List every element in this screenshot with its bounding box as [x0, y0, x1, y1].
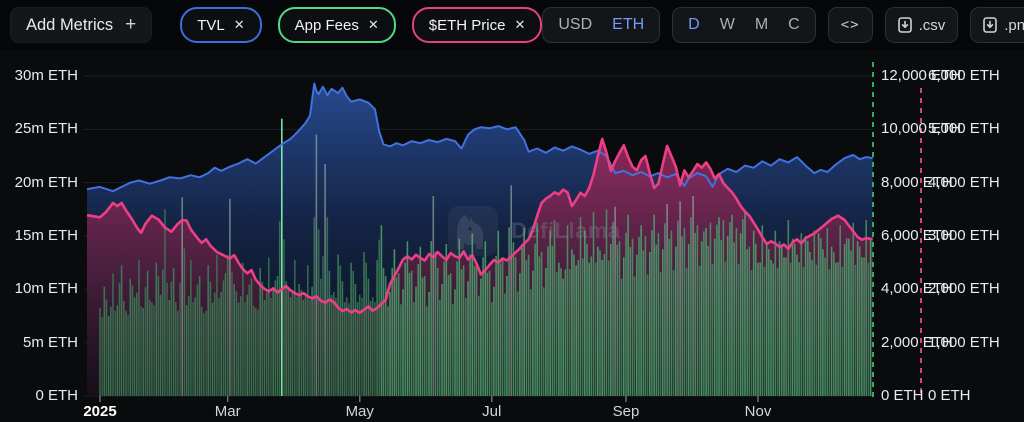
embed-button[interactable]: <>: [827, 7, 873, 43]
metric-pill-app-fees[interactable]: App Fees ✕: [277, 7, 396, 43]
left-axis-tick: 5m ETH: [22, 333, 78, 351]
interval-monthly-button[interactable]: M: [754, 16, 769, 33]
fees-axis-tick: 2,000 ETH: [881, 333, 953, 351]
x-axis-tick: May: [345, 403, 374, 420]
remove-metric-icon[interactable]: ✕: [367, 17, 379, 32]
left-axis-tick: 30m ETH: [14, 67, 78, 84]
price-axis-tick: 3,000 ETH: [928, 227, 1000, 244]
x-axis-tick: 2025: [83, 403, 117, 420]
left-axis-tick: 25m ETH: [14, 120, 78, 138]
price-axis-tick: 4,000 ETH: [928, 173, 1000, 191]
x-axis-tick: Jul: [482, 403, 502, 420]
price-axis-tick: 2,000 ETH: [928, 280, 1000, 298]
price-axis-tick: 0 ETH: [928, 387, 971, 404]
left-axis-tick: 15m ETH: [14, 227, 78, 244]
combo-chart: [84, 62, 922, 402]
csv-label: .csv: [918, 16, 946, 34]
price-axis-tick: 6,000 ETH: [928, 67, 1000, 84]
left-axis-tick: 0 ETH: [35, 387, 78, 404]
currency-usd-button[interactable]: USD: [558, 16, 593, 33]
fees-axis-tick: 6,000 ETH: [881, 227, 953, 244]
add-metrics-label: Add Metrics: [26, 15, 114, 34]
left-axis-tick: 20m ETH: [14, 173, 78, 191]
interval-daily-button[interactable]: D: [688, 16, 700, 33]
currency-toggle: USD ETH: [542, 7, 661, 43]
file-download-icon: [897, 17, 912, 33]
left-axis-tick: 10m ETH: [14, 280, 78, 298]
fees-axis-tick: 4,000 ETH: [881, 280, 953, 298]
fees-axis-tick: 8,000 ETH: [881, 173, 953, 191]
currency-eth-button[interactable]: ETH: [612, 16, 645, 33]
remove-metric-icon[interactable]: ✕: [514, 17, 526, 32]
fees-axis-tick: 10,000 ETH: [881, 120, 962, 138]
metric-pill-tvl[interactable]: TVL ✕: [180, 7, 262, 43]
chart-area[interactable]: DefiLlama 0 ETH 5m ETH 10m ETH 15m ETH 20m E…: [0, 50, 1024, 422]
png-label: .png: [1004, 16, 1024, 34]
fees-axis-tick: 0 ETH: [881, 387, 924, 404]
download-png-button[interactable]: .png: [970, 7, 1024, 43]
add-metrics-button[interactable]: Add Metrics +: [10, 7, 153, 43]
interval-weekly-button[interactable]: W: [719, 16, 735, 33]
metric-pill-label: App Fees: [294, 16, 359, 34]
download-csv-button[interactable]: .csv: [884, 7, 959, 43]
metric-pill-label: TVL: [197, 16, 225, 34]
x-axis-tick: Sep: [612, 403, 640, 420]
x-axis-tick: Nov: [744, 403, 772, 420]
remove-metric-icon[interactable]: ✕: [233, 17, 245, 32]
price-axis-tick: 5,000 ETH: [928, 120, 1000, 138]
plus-icon: +: [125, 14, 137, 35]
metric-pill-eth-price[interactable]: $ETH Price ✕: [411, 7, 543, 43]
file-download-icon: [983, 17, 998, 33]
metric-pill-label: $ETH Price: [428, 16, 506, 34]
interval-toggle: D W M C: [672, 7, 816, 43]
x-axis-tick: Mar: [214, 403, 241, 420]
fees-axis-tick: 12,000 ETH: [881, 67, 962, 84]
code-icon: <>: [840, 17, 860, 33]
toolbar: Add Metrics + TVL ✕ App Fees ✕ $ETH Pric…: [0, 0, 1024, 50]
price-axis-tick: 1,000 ETH: [928, 333, 1000, 351]
interval-cumulative-button[interactable]: C: [788, 16, 800, 33]
